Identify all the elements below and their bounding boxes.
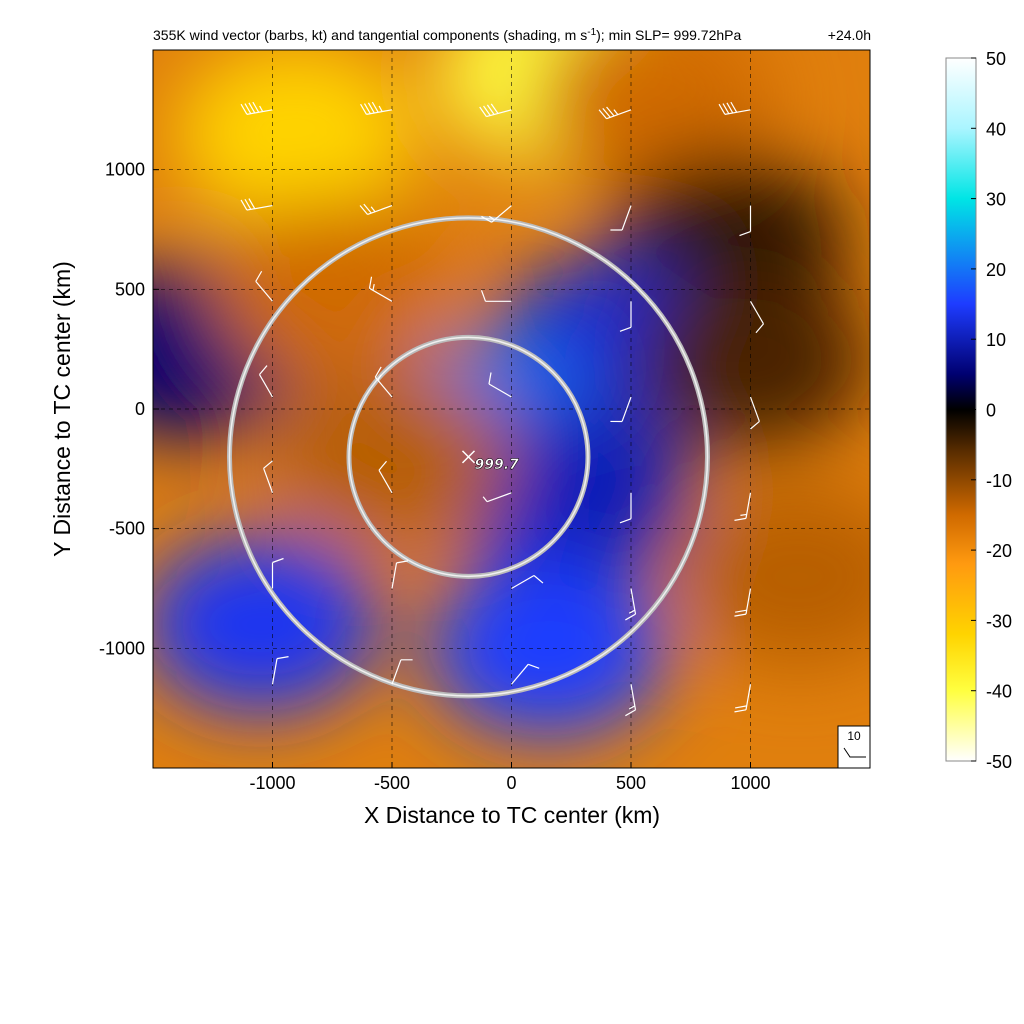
x-tick-label-0: -1000 (249, 773, 295, 793)
colorbar-tick-label-2: 30 (986, 190, 1006, 210)
wind-barb-25 (271, 557, 284, 589)
wind-barb-4 (718, 101, 751, 115)
wind-barbs (240, 101, 765, 717)
chart-title: 355K wind vector (barbs, kt) and tangent… (153, 27, 742, 43)
shading-feature-7 (153, 534, 381, 715)
wind-barb-2 (479, 103, 512, 118)
range-rings (226, 215, 710, 699)
colorbar-tick-label-10: -50 (986, 752, 1012, 772)
colorbar-tick-label-9: -40 (986, 682, 1012, 702)
y-tick-label-3: 500 (115, 279, 145, 299)
wind-barb-30 (271, 656, 289, 685)
y-tick-label-4: 1000 (105, 160, 145, 180)
wind-barb-17 (488, 372, 512, 398)
center-marker: 999.7 (461, 450, 519, 473)
wind-barb-10 (255, 270, 273, 302)
y-axis-label: Y Distance to TC center (km) (49, 261, 75, 557)
colorbar-tick-label-5: 0 (986, 401, 996, 421)
x-tick-label-2: 0 (506, 773, 516, 793)
y-tick-label-1: -500 (109, 519, 145, 539)
wind-barb-27 (511, 574, 544, 590)
wind-barb-32 (511, 663, 540, 685)
x-axis-ticks: -1000 -500 0 500 1000 (249, 762, 771, 793)
wind-barb-0 (240, 101, 273, 115)
wind-barb-21 (378, 460, 393, 494)
wind-barb-29 (734, 588, 752, 617)
y-tick-label-0: -1000 (99, 638, 145, 658)
x-tick-label-4: 1000 (730, 773, 770, 793)
wind-barb-11 (368, 276, 393, 302)
wind-barb-16 (374, 366, 393, 398)
reference-barb-label: 10 (847, 729, 861, 743)
colorbar-tick-label-3: 20 (986, 260, 1006, 280)
wind-barb-22 (482, 492, 512, 503)
y-axis-ticks: -1000 -500 0 500 1000 (99, 160, 159, 658)
wind-barb-19 (749, 396, 760, 430)
center-pressure-label: 999.7 (474, 457, 519, 473)
shading-feature-1 (176, 50, 417, 224)
wind-barb-12 (480, 290, 512, 302)
wind-barb-15 (258, 365, 274, 398)
wind-barb-26 (391, 560, 409, 589)
colorbar-tick-label-8: -30 (986, 611, 1012, 631)
plot-area: 999.7 10 (152, 49, 871, 769)
wind-barb-23 (619, 492, 632, 524)
range-ring-inner-1 (228, 217, 709, 697)
wind-barb-28 (625, 588, 637, 621)
x-tick-label-1: -500 (374, 773, 410, 793)
colorbar-tick-label-1: 40 (986, 119, 1006, 139)
colorbar: 50 40 30 20 10 0 -10 -20 -30 -40 -50 (945, 49, 1012, 772)
wind-barb-1 (360, 101, 393, 115)
colorbar-tick-label-4: 10 (986, 330, 1006, 350)
colorbar-tick-label-0: 50 (986, 49, 1006, 69)
wind-barb-8 (610, 205, 632, 231)
wind-barb-6 (359, 203, 393, 216)
wind-barb-14 (749, 300, 765, 334)
y-tick-label-2: 0 (135, 399, 145, 419)
reference-barb-box: 10 (837, 725, 871, 769)
range-ring-inner-0 (348, 336, 589, 578)
forecast-time: +24.0h (828, 27, 871, 43)
wind-barb-24 (734, 492, 752, 521)
colorbar-tick-label-7: -20 (986, 541, 1012, 561)
wind-barb-3 (598, 106, 632, 120)
wind-barb-34 (734, 684, 752, 713)
shading-feature-12 (678, 486, 870, 667)
wind-barb-13 (619, 301, 632, 332)
x-tick-label-3: 500 (616, 773, 646, 793)
colorbar-tick-label-6: -10 (986, 471, 1012, 491)
wind-barb-31 (391, 659, 413, 685)
shading-feature-13 (630, 271, 870, 452)
wind-barb-7 (481, 205, 512, 223)
wind-barb-33 (625, 684, 637, 717)
shading-feature-10 (272, 366, 512, 547)
colorbar-ticks: 50 40 30 20 10 0 -10 -20 -30 -40 -50 (971, 49, 1012, 772)
wind-barb-18 (610, 396, 632, 423)
wind-barb-5 (240, 198, 273, 211)
center-x-icon (461, 450, 476, 464)
wind-barb-20 (263, 460, 274, 493)
wind-barb-9 (739, 205, 752, 237)
x-axis-label: X Distance to TC center (km) (364, 802, 660, 828)
